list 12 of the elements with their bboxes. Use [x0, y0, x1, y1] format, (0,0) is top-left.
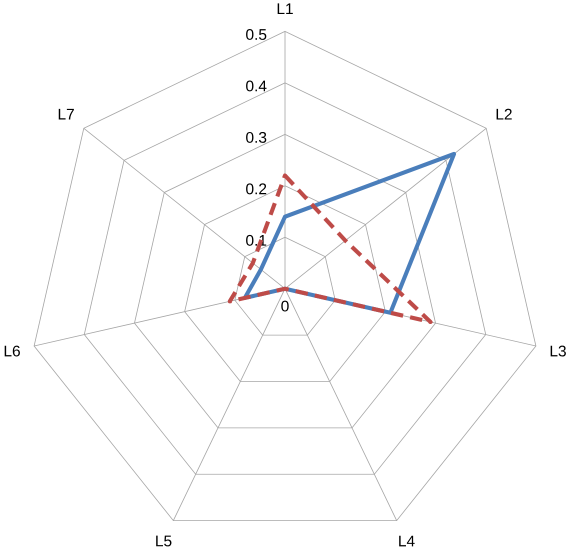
y-tick-label: 0.4 [246, 80, 267, 92]
spoke-label: L1 [278, 4, 293, 14]
spoke-label: L4 [399, 536, 415, 546]
spoke-label: L3 [550, 346, 566, 357]
spoke-label: L2 [496, 108, 512, 120]
y-tick-label: 0.5 [246, 29, 266, 40]
y-tick-label: 0.3 [246, 132, 266, 143]
y-tick-label: 0 [281, 300, 289, 312]
y-tick-label: 0.2 [246, 183, 266, 194]
spoke-label: L5 [156, 536, 172, 546]
spoke-label: L6 [4, 346, 20, 357]
spoke-label: L7 [58, 108, 74, 120]
